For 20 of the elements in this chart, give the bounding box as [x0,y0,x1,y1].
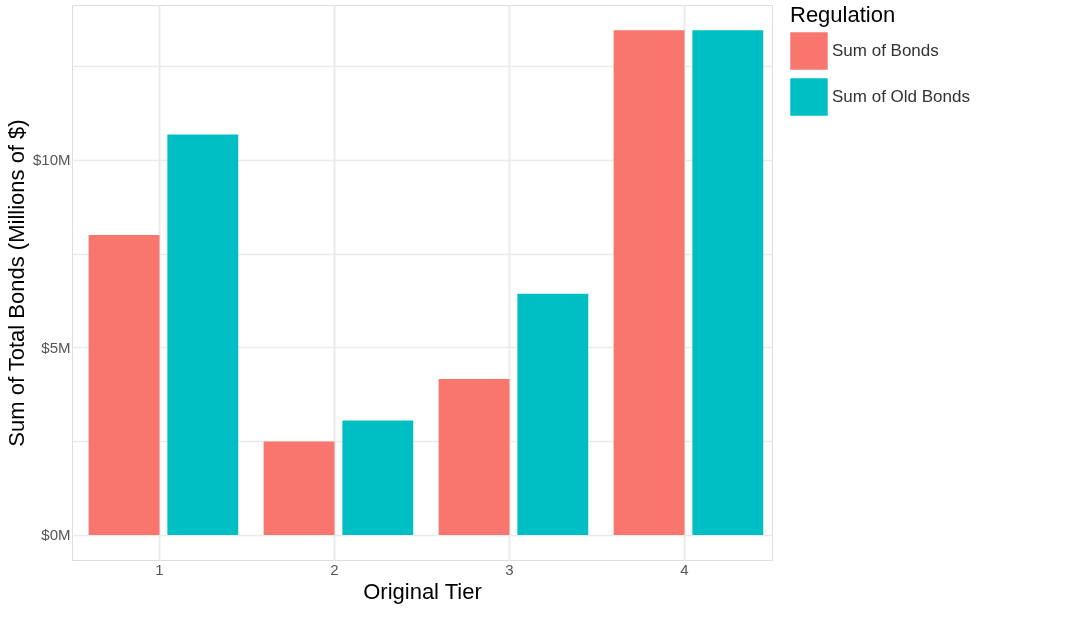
bar [88,234,160,535]
x-axis-title: Original Tier [363,578,482,604]
y-tick-label: $5M [41,338,71,356]
y-axis-title: Sum of Total Bonds (Millions of $) [3,119,29,447]
legend-label: Sum of Old Bonds [832,87,970,106]
bar [438,378,510,535]
bar [517,293,589,535]
bar [613,30,685,535]
bar [342,420,414,535]
legend-label: Sum of Bonds [832,41,939,60]
x-tick-label: 3 [505,560,514,578]
bar [263,441,335,535]
x-tick-label: 2 [330,560,339,578]
bar [167,134,239,535]
bar [692,30,764,535]
x-tick-label: 1 [155,560,164,578]
y-tick-label: $10M [32,151,71,169]
y-tick-label: $0M [41,526,71,544]
x-tick-label: 4 [680,560,689,578]
legend-title: Regulation [790,2,896,27]
